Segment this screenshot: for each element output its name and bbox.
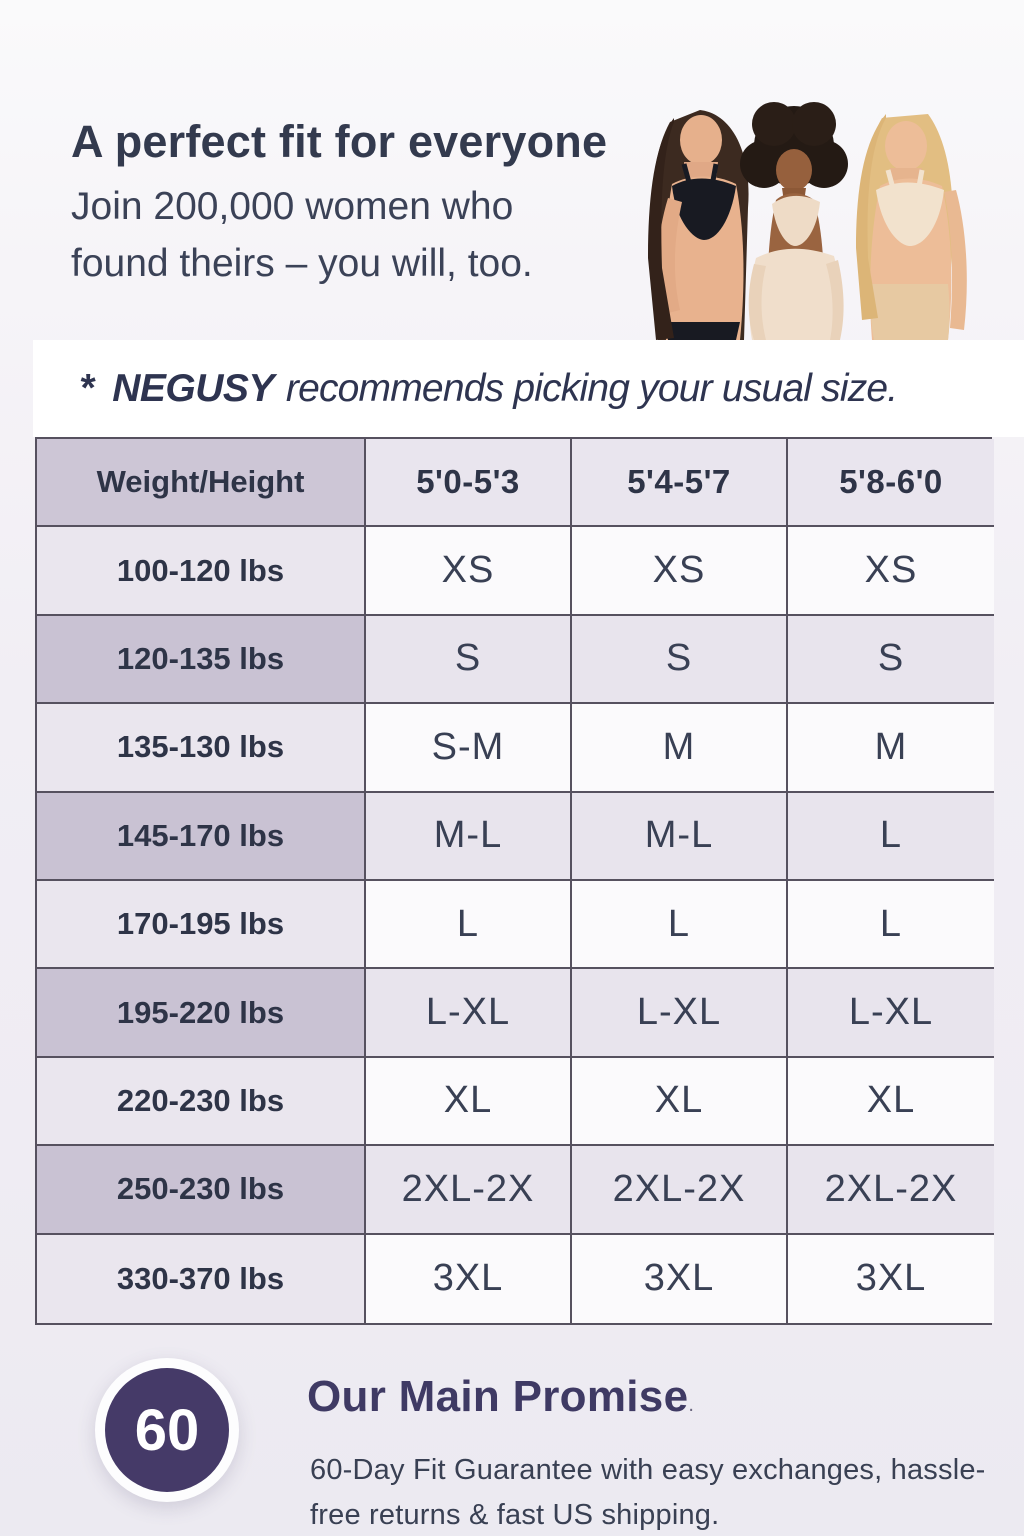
promise-body-line1: 60-Day Fit Guarantee with easy exchanges… [310, 1454, 986, 1486]
weight-label-cell: 135-130 lbs [37, 704, 366, 793]
promise-body: 60-Day Fit Guarantee with easy exchanges… [310, 1448, 986, 1536]
recommendation-banner: * NEGUSY recommends picking your usual s… [33, 340, 1024, 437]
size-cell: S [572, 615, 788, 705]
hero-title: A perfect fit for everyone [71, 116, 608, 167]
size-cell: S-M [366, 704, 572, 793]
size-cell: M-L [572, 792, 788, 881]
size-cell: XL [572, 1057, 788, 1147]
size-cell: L [788, 792, 994, 881]
table-header-weight-height: Weight/Height [37, 439, 366, 528]
size-cell: 3XL [788, 1234, 994, 1323]
size-cell: 3XL [366, 1234, 572, 1323]
hero-subtitle: Join 200,000 women who found theirs – yo… [71, 178, 533, 292]
size-cell: M [788, 704, 994, 793]
recommendation-text: recommends picking your usual size. [285, 366, 898, 410]
size-cell: 3XL [572, 1234, 788, 1323]
table-header-height-1: 5'0-5'3 [366, 439, 572, 528]
size-cell: L [788, 881, 994, 970]
size-cell: 2XL-2X [572, 1146, 788, 1235]
size-cell: 2XL-2X [788, 1146, 994, 1235]
weight-label-cell: 330-370 lbs [37, 1234, 366, 1323]
promise-body-line2: free returns & fast US shipping. [310, 1499, 720, 1531]
weight-label-cell: 195-220 lbs [37, 969, 366, 1058]
size-cell: 2XL-2X [366, 1146, 572, 1235]
size-cell: L [366, 881, 572, 970]
table-header-height-2: 5'4-5'7 [572, 439, 788, 528]
size-cell: L-XL [366, 969, 572, 1058]
brand-name: NEGUSY [112, 366, 274, 410]
asterisk: * [79, 366, 95, 410]
size-cell: L [572, 881, 788, 970]
size-cell: S [366, 615, 572, 705]
promise-title: Our Main Promise. [307, 1372, 694, 1422]
size-cell: S [788, 615, 994, 705]
guarantee-badge-number: 60 [105, 1368, 229, 1492]
weight-label-cell: 250-230 lbs [37, 1146, 366, 1235]
size-chart-table: Weight/Height 5'0-5'3 5'4-5'7 5'8-6'0 10… [35, 437, 994, 1325]
promise-title-period: . [688, 1394, 695, 1416]
promise-title-text: Our Main Promise [307, 1372, 689, 1421]
weight-label-cell: 170-195 lbs [37, 881, 366, 970]
hero-subtitle-line1: Join 200,000 women who [71, 185, 514, 228]
table-header-height-3: 5'8-6'0 [788, 439, 994, 528]
size-cell: XS [366, 527, 572, 616]
woman-blonde-silhouette [856, 114, 967, 340]
hero-subtitle-line2: found theirs – you will, too. [71, 242, 533, 285]
weight-label-cell: 220-230 lbs [37, 1057, 366, 1147]
hero-photo [648, 102, 967, 340]
weight-label-cell: 145-170 lbs [37, 792, 366, 881]
guarantee-badge: 60 [95, 1358, 239, 1502]
weight-label-cell: 100-120 lbs [37, 527, 366, 616]
size-cell: M [572, 704, 788, 793]
size-cell: L-XL [572, 969, 788, 1058]
size-cell: L-XL [788, 969, 994, 1058]
woman-afro-silhouette [740, 102, 848, 340]
size-cell: XL [366, 1057, 572, 1147]
size-cell: XS [572, 527, 788, 616]
size-cell: XL [788, 1057, 994, 1147]
size-cell: M-L [366, 792, 572, 881]
woman-brunette-silhouette [648, 110, 749, 340]
weight-label-cell: 120-135 lbs [37, 615, 366, 705]
size-cell: XS [788, 527, 994, 616]
